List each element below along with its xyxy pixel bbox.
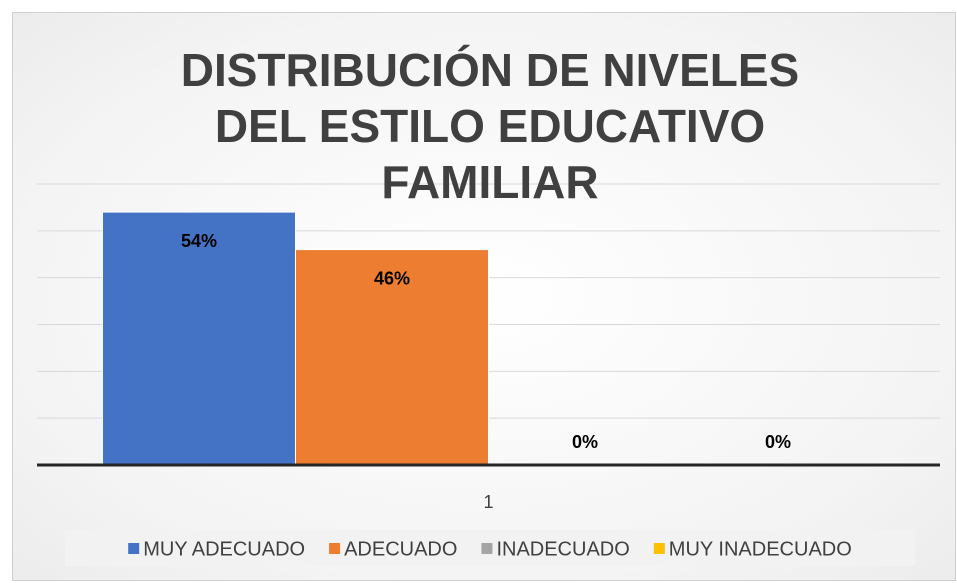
legend-label: ADECUADO <box>344 538 457 560</box>
legend-label: MUY INADECUADO <box>669 538 852 560</box>
legend-label: INADECUADO <box>496 538 629 560</box>
legend-label: MUY ADECUADO <box>143 538 305 560</box>
legend-swatch <box>653 543 665 554</box>
bar <box>101 211 296 466</box>
chart-title: DISTRIBUCIÓN DE NIVELES DEL ESTILO EDUCA… <box>180 44 800 208</box>
legend-swatch <box>329 543 341 554</box>
data-label: 46% <box>374 268 410 288</box>
data-label: 54% <box>181 231 217 251</box>
data-label: 0% <box>572 432 598 452</box>
data-label: 0% <box>765 432 791 452</box>
bar <box>294 249 490 466</box>
x-tick-label: 1 <box>483 492 493 512</box>
legend-swatch <box>128 543 140 554</box>
legend-swatch <box>481 543 493 554</box>
